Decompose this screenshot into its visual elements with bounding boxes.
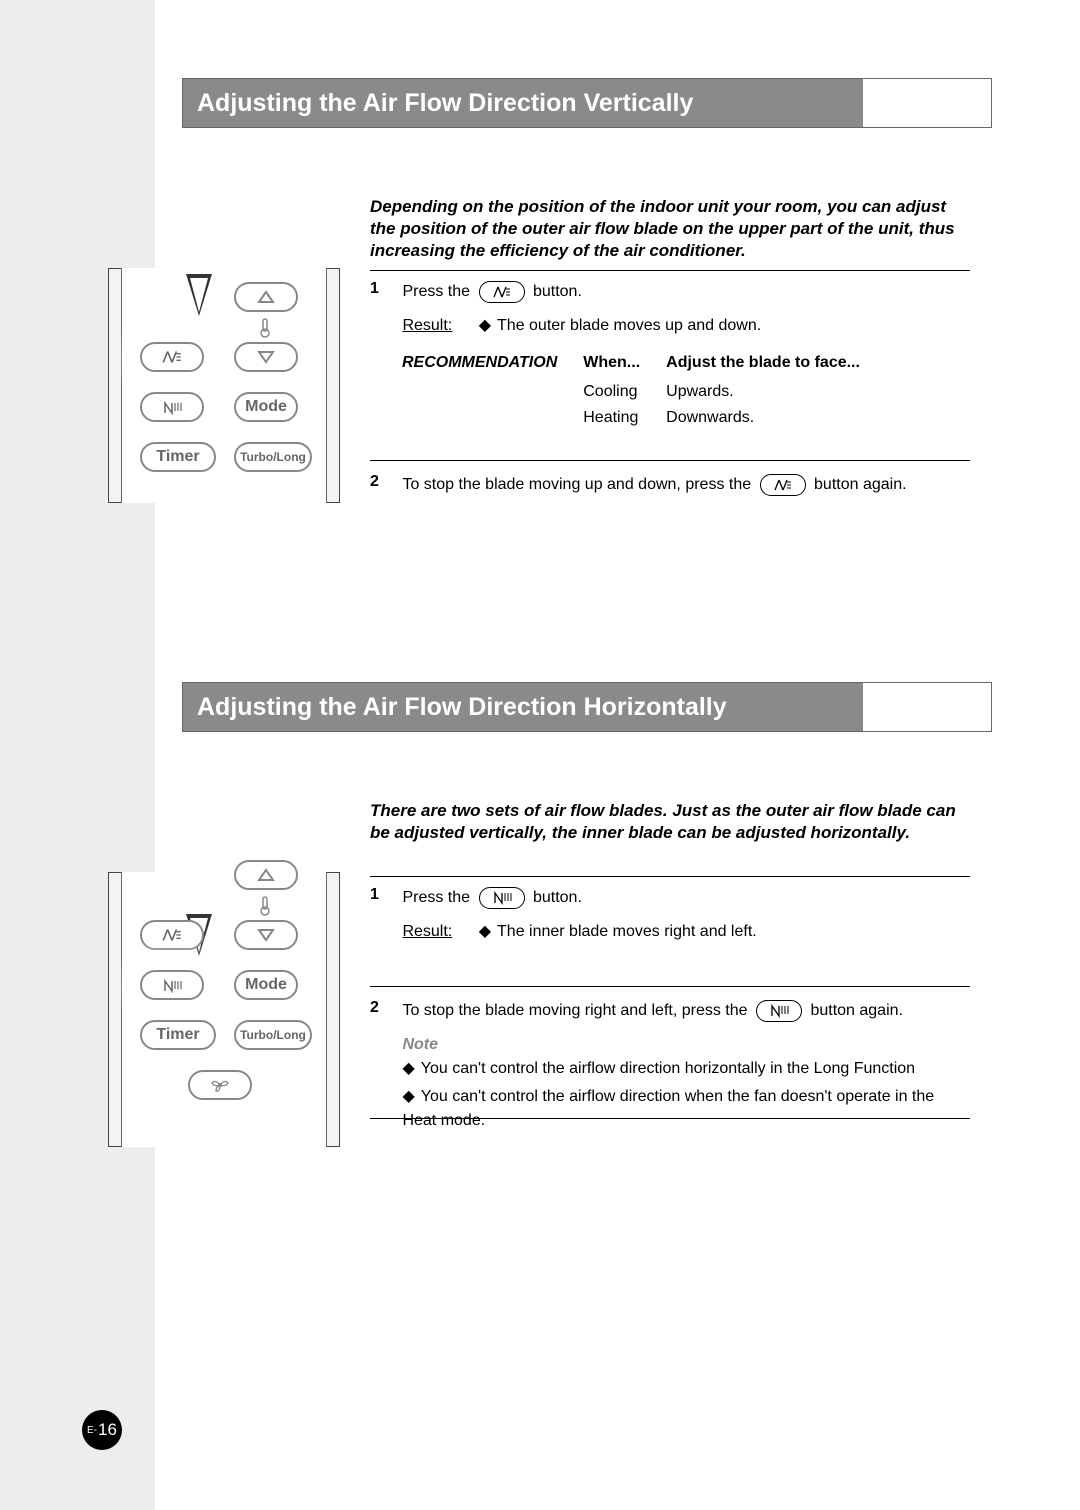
swing-horizontal-icon xyxy=(479,887,525,909)
remote-mode-button: Mode xyxy=(234,392,298,422)
result-label: Result: xyxy=(402,923,452,940)
page-number-badge: E-16 xyxy=(82,1410,122,1450)
remote-timer-button: Timer xyxy=(140,1020,216,1050)
step1-post: button. xyxy=(533,283,582,300)
rec-col2: Adjust the blade to face... xyxy=(666,351,884,378)
section1-title-bar: Adjusting the Air Flow Direction Vertica… xyxy=(182,78,992,128)
section2-step1: 1 Press the button. Result: ◆ The inner b… xyxy=(370,886,990,944)
note1: You can't control the airflow direction … xyxy=(421,1060,915,1077)
page-prefix: E- xyxy=(87,1425,97,1436)
swing-vertical-icon xyxy=(479,281,525,303)
step1-result: The outer blade moves up and down. xyxy=(497,317,761,334)
remote-turbo-button: Turbo/Long xyxy=(234,442,312,472)
remote-up-button xyxy=(234,282,298,312)
swing-vertical-icon xyxy=(760,474,806,496)
section1-rule-1 xyxy=(370,270,970,271)
remote-mode-button: Mode xyxy=(234,970,298,1000)
remote-swing-h-button xyxy=(140,392,204,422)
diamond-icon: ◆ xyxy=(479,317,491,334)
remote-turbo-button: Turbo/Long xyxy=(234,1020,312,1050)
remote-down-button xyxy=(234,342,298,372)
section2-intro: There are two sets of air flow blades. J… xyxy=(370,800,970,844)
rec-r1c2: Upwards. xyxy=(666,380,884,404)
section1-rule-2 xyxy=(370,460,970,461)
section2-rule-1 xyxy=(370,876,970,877)
remote-swing-h-button xyxy=(140,970,204,1000)
remote-illustration-1: Mode Timer Turbo/Long xyxy=(108,268,340,503)
section1-step2: 2 To stop the blade moving up and down, … xyxy=(370,473,990,497)
rec-label: RECOMMENDATION xyxy=(402,351,581,378)
remote-swing-v-button xyxy=(140,342,204,372)
step-number: 2 xyxy=(370,473,398,491)
remote-up-button xyxy=(234,860,298,890)
s2-step2-post: button again. xyxy=(810,1002,903,1019)
remote-down-button xyxy=(234,920,298,950)
remote-timer-button: Timer xyxy=(140,442,216,472)
step-number: 2 xyxy=(370,999,398,1017)
step2-pre: To stop the blade moving up and down, pr… xyxy=(402,476,751,493)
diamond-icon: ◆ xyxy=(402,1060,414,1077)
step1-pre: Press the xyxy=(402,283,470,300)
rec-r2c1: Heating xyxy=(583,406,664,430)
section2-step2: 2 To stop the blade moving right and lef… xyxy=(370,999,990,1133)
rec-r2c2: Downwards. xyxy=(666,406,884,430)
section2-rule-3 xyxy=(370,1118,970,1119)
result-label: Result: xyxy=(402,317,452,334)
remote-fan-button xyxy=(188,1070,252,1100)
swing-horizontal-icon xyxy=(756,1000,802,1022)
page-content: Adjusting the Air Flow Direction Vertica… xyxy=(0,0,1080,1510)
section2-title: Adjusting the Air Flow Direction Horizon… xyxy=(197,693,727,722)
remote-swing-v-button xyxy=(140,920,204,950)
section2-rule-2 xyxy=(370,986,970,987)
remote-illustration-2: Mode Timer Turbo/Long xyxy=(108,872,340,1147)
note-label: Note xyxy=(402,1033,446,1057)
section1-intro: Depending on the position of the indoor … xyxy=(370,196,970,262)
page-number: 16 xyxy=(98,1420,117,1440)
diamond-icon: ◆ xyxy=(479,923,491,940)
step2-post: button again. xyxy=(814,476,907,493)
step-number: 1 xyxy=(370,886,398,904)
rec-r1c1: Cooling xyxy=(583,380,664,404)
s2-step1-post: button. xyxy=(533,889,582,906)
s2-step1-pre: Press the xyxy=(402,889,470,906)
pointer-arrow-icon xyxy=(184,264,214,318)
thermometer-icon xyxy=(250,894,280,918)
s2-step2-pre: To stop the blade moving right and left,… xyxy=(402,1002,747,1019)
s2-step1-result: The inner blade moves right and left. xyxy=(497,923,757,940)
section1-title: Adjusting the Air Flow Direction Vertica… xyxy=(197,89,693,118)
step-number: 1 xyxy=(370,280,398,298)
thermometer-icon xyxy=(250,316,280,340)
diamond-icon: ◆ xyxy=(402,1088,414,1105)
section1-step1: 1 Press the button. Result: ◆ The outer b… xyxy=(370,280,990,338)
note2: You can't control the airflow direction … xyxy=(402,1088,934,1129)
recommendation-table: RECOMMENDATION When... Adjust the blade … xyxy=(400,349,886,432)
section2-title-bar: Adjusting the Air Flow Direction Horizon… xyxy=(182,682,992,732)
rec-col1: When... xyxy=(583,351,664,378)
